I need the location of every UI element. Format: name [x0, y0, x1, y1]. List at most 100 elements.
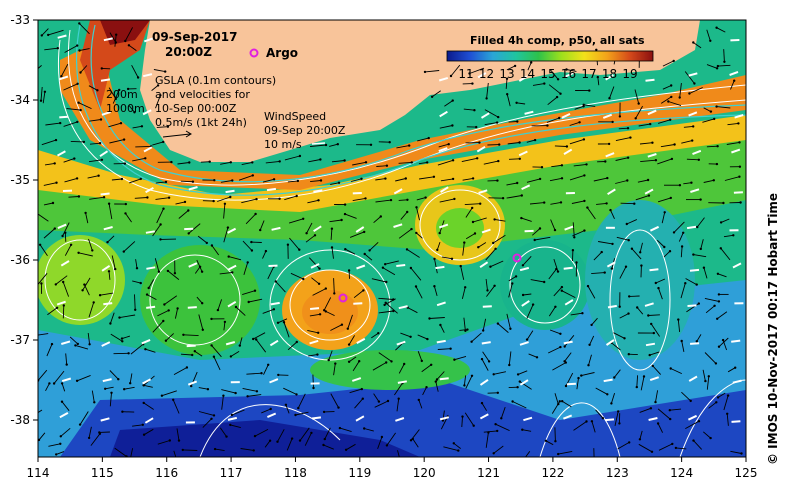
- current-arrow-head: [324, 287, 327, 290]
- current-arrow-head: [477, 246, 480, 249]
- current-arrow-head: [482, 329, 485, 332]
- current-arrow: [375, 178, 386, 181]
- current-arrow: [88, 302, 95, 318]
- current-arrow: [148, 279, 155, 289]
- depth-label-1000m: 1000m: [106, 102, 145, 115]
- current-arrow-head: [713, 304, 716, 307]
- current-arrow: [660, 144, 675, 148]
- current-arrow: [702, 369, 706, 382]
- current-arrow: [587, 207, 596, 220]
- current-arrow: [589, 335, 595, 345]
- current-arrow-head: [692, 439, 695, 442]
- current-arrow: [648, 314, 660, 316]
- current-arrow-head: [601, 417, 605, 420]
- current-arrow-head: [77, 251, 80, 254]
- current-arrow: [507, 142, 520, 145]
- current-arrow-head: [136, 76, 140, 79]
- current-arrow-head: [330, 246, 334, 249]
- current-arrow-head: [543, 280, 546, 284]
- gsla-contour-south-1: [199, 404, 341, 457]
- current-arrow-head: [684, 282, 687, 285]
- current-arrow-head: [213, 179, 216, 182]
- current-arrow-head: [453, 197, 456, 201]
- wind-arrow: [649, 225, 660, 232]
- wind-arrow: [518, 150, 528, 157]
- current-arrow-head: [410, 161, 413, 164]
- current-arrow-head: [225, 435, 228, 438]
- current-arrow-head: [627, 239, 630, 242]
- current-arrow: [595, 409, 604, 419]
- current-arrow-head: [595, 48, 598, 51]
- current-arrow-head: [667, 100, 670, 103]
- current-arrow-head: [210, 244, 214, 247]
- current-arrow: [429, 317, 445, 319]
- current-arrow-head: [127, 352, 130, 355]
- current-arrow: [38, 333, 49, 336]
- current-arrow: [461, 157, 478, 163]
- current-arrow-head: [98, 294, 102, 297]
- wind-arrow: [356, 264, 366, 270]
- current-arrow-head: [185, 366, 189, 369]
- current-arrow-head: [715, 162, 719, 166]
- wind-arrow: [186, 344, 196, 348]
- current-arrow-head: [38, 438, 41, 442]
- current-arrow-head: [390, 360, 393, 363]
- current-arrow: [47, 307, 58, 316]
- gsla-contour-1: [58, 39, 746, 201]
- current-arrow-head: [107, 270, 111, 273]
- current-arrow-head: [52, 382, 56, 385]
- wind-arrow: [313, 189, 323, 193]
- current-arrow: [550, 201, 562, 205]
- wind-arrow: [645, 342, 656, 347]
- current-arrow-head: [656, 422, 660, 425]
- map-date: 09-Sep-2017: [152, 30, 237, 44]
- current-arrow: [264, 440, 271, 448]
- current-arrow-head: [663, 211, 666, 214]
- current-arrow-head: [377, 400, 381, 403]
- current-arrow: [307, 329, 319, 334]
- current-arrow: [552, 362, 567, 371]
- current-arrow-head: [295, 340, 298, 344]
- current-arrow-head: [670, 84, 673, 87]
- current-arrow-head: [654, 159, 658, 162]
- current-arrow-head: [648, 353, 651, 357]
- current-arrow: [180, 353, 193, 356]
- wind-arrow: [227, 300, 237, 308]
- current-arrow: [530, 279, 545, 283]
- current-arrow-head: [738, 141, 741, 144]
- current-arrow-head: [201, 302, 204, 305]
- current-arrow: [616, 236, 629, 241]
- current-arrow: [349, 388, 362, 394]
- current-arrow: [310, 180, 322, 183]
- current-arrow: [128, 44, 137, 51]
- current-arrow: [483, 430, 498, 433]
- current-arrow-head: [340, 218, 343, 222]
- current-arrow-head: [60, 382, 64, 385]
- wind-arrow: [188, 262, 198, 268]
- current-arrow: [283, 387, 297, 395]
- current-arrow-head: [338, 426, 342, 430]
- current-arrow: [213, 356, 221, 371]
- current-arrow: [110, 333, 123, 342]
- current-arrow: [431, 90, 441, 98]
- current-arrow: [436, 371, 445, 380]
- current-arrow-head: [79, 108, 82, 112]
- current-arrow: [284, 195, 297, 201]
- current-arrow-head: [268, 439, 272, 442]
- wind-arrow: [523, 416, 533, 422]
- current-arrow-head: [78, 22, 81, 25]
- wind-arrow: [479, 261, 489, 269]
- current-arrow: [309, 313, 321, 317]
- current-arrow: [700, 239, 704, 250]
- wind-line-3: 10 m/s: [264, 138, 302, 151]
- wind-arrow: [436, 339, 446, 344]
- current-arrow-head: [389, 198, 393, 202]
- wind-arrow: [519, 379, 529, 386]
- current-arrow-head: [678, 184, 682, 187]
- current-arrow: [231, 409, 245, 416]
- current-arrow-head: [521, 461, 523, 463]
- wind-arrow: [61, 377, 72, 383]
- current-arrow: [663, 250, 671, 258]
- current-arrow: [41, 28, 49, 36]
- current-arrow-head: [252, 449, 255, 452]
